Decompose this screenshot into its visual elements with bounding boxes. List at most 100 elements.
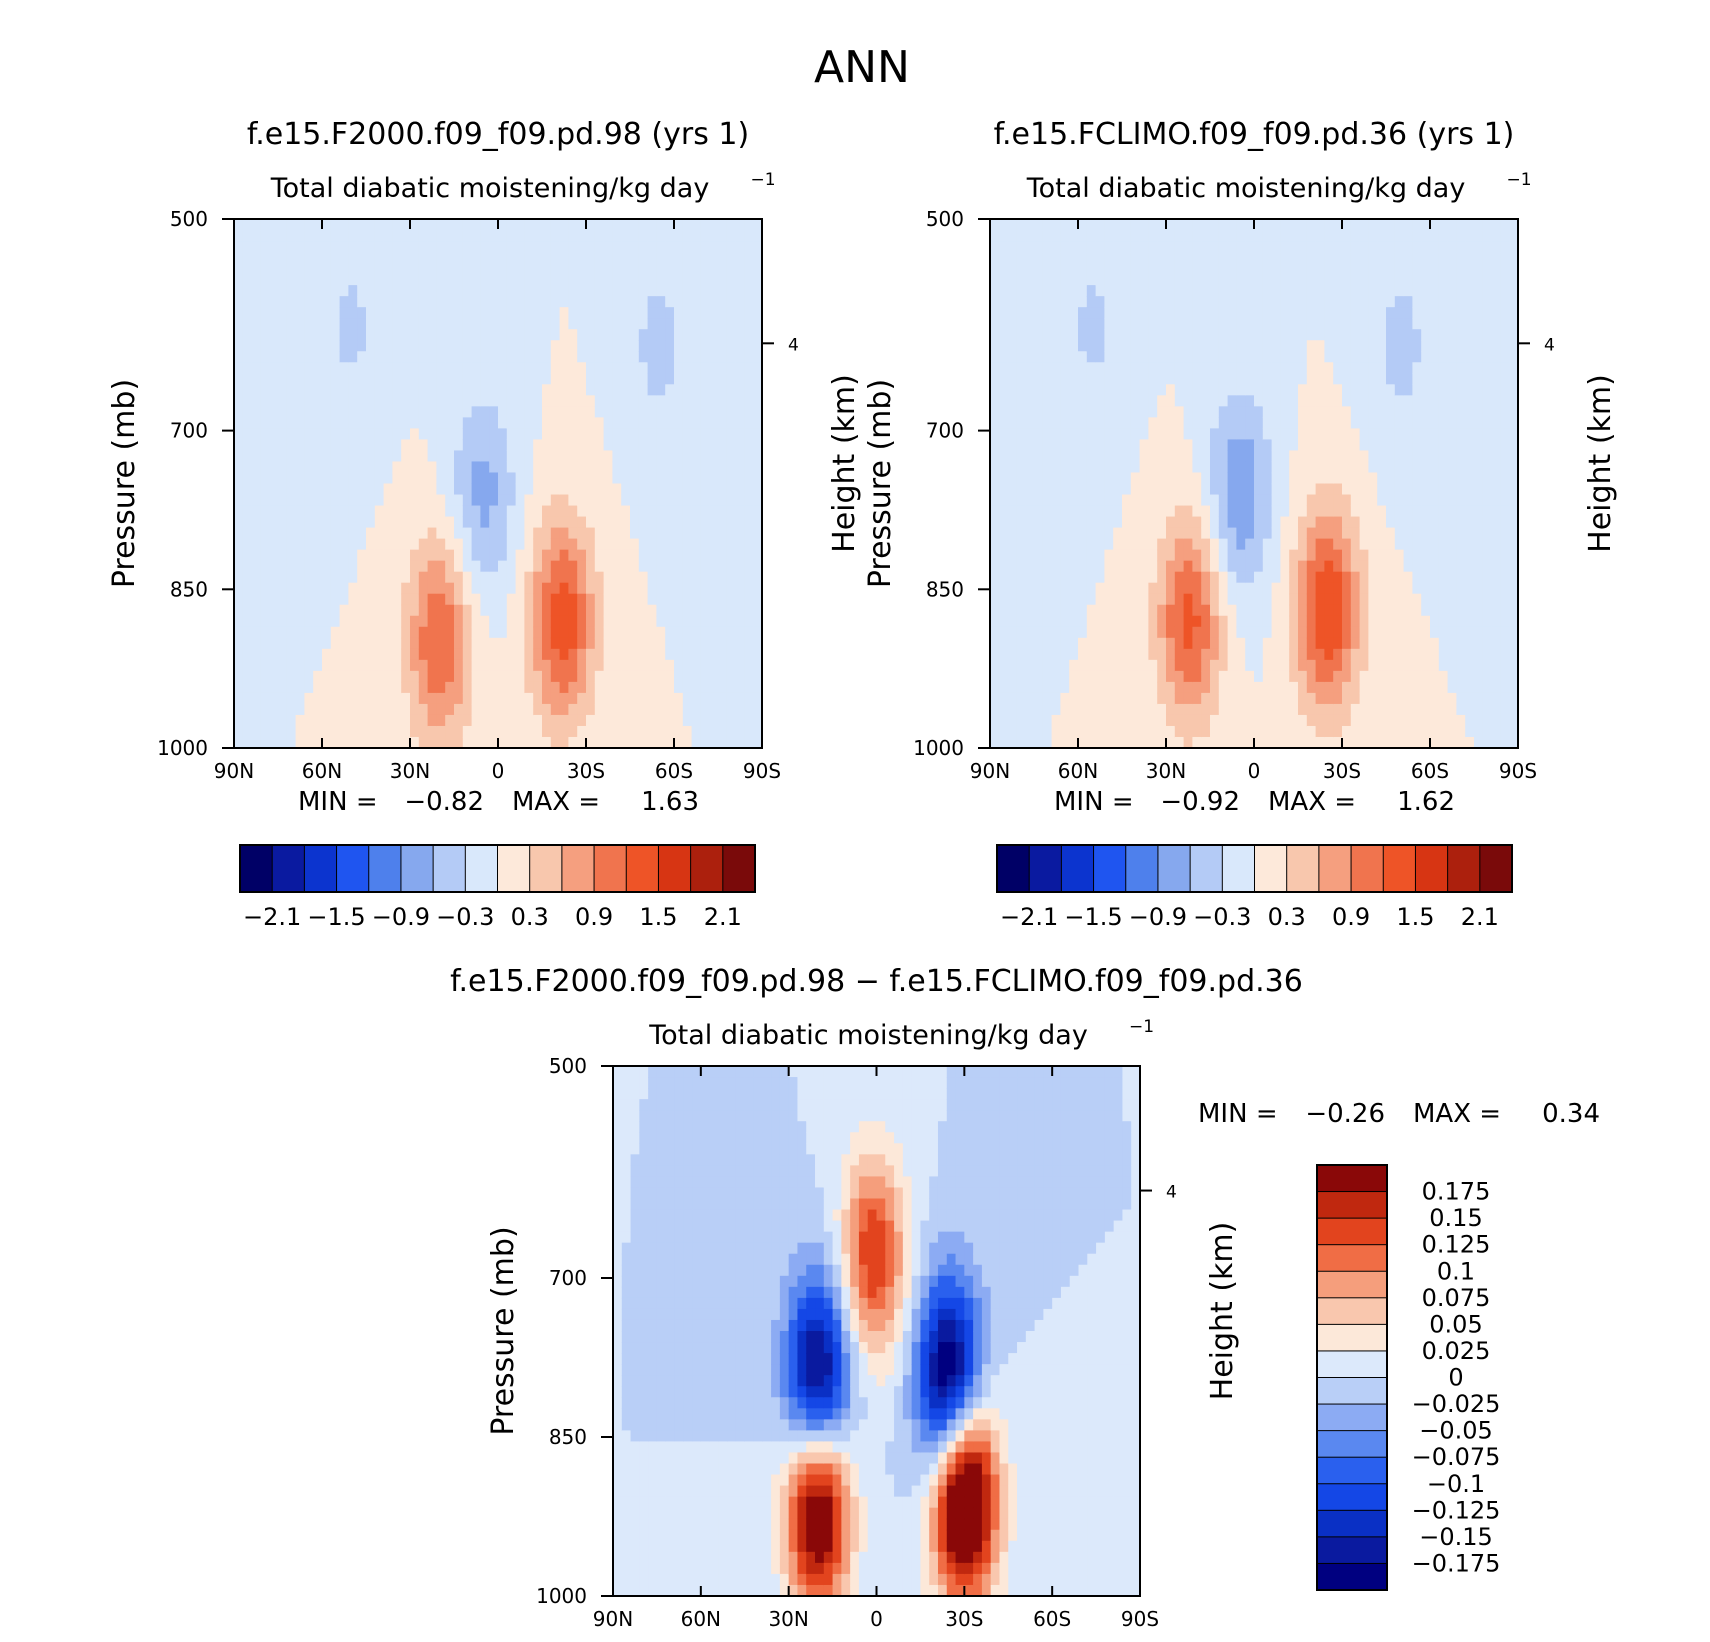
field-cell <box>1218 659 1229 672</box>
field-cell <box>638 637 649 650</box>
field-cell <box>568 670 578 683</box>
field-cell <box>242 692 253 705</box>
field-cell <box>1324 439 1334 452</box>
field-cell <box>462 318 473 330</box>
field-cell <box>1060 461 1070 474</box>
field-cell <box>753 527 763 540</box>
field-cell <box>515 329 525 341</box>
field-cell <box>1157 703 1167 716</box>
field-cell <box>638 395 649 407</box>
field-cell <box>392 703 402 716</box>
field-cell <box>427 505 437 518</box>
field-cell <box>1007 725 1017 738</box>
field-cell <box>682 340 693 352</box>
field-cell <box>542 538 552 551</box>
field-cell <box>1051 219 1061 231</box>
field-cell <box>330 318 341 330</box>
field-cell <box>647 516 657 529</box>
field-cell <box>726 527 737 540</box>
field-cell <box>744 681 754 694</box>
field-cell <box>718 593 728 606</box>
field-cell <box>1227 692 1237 705</box>
field-cell <box>515 472 525 485</box>
field-cell <box>1166 648 1176 661</box>
field-cell <box>1201 439 1211 452</box>
field-cell <box>1174 252 1185 264</box>
field-cell <box>410 329 420 341</box>
field-cell <box>665 395 675 407</box>
field-cell <box>1078 637 1088 650</box>
field-cell <box>1113 340 1123 352</box>
field-cell <box>471 296 481 308</box>
field-cell <box>691 252 701 264</box>
field-cell <box>709 538 719 551</box>
field-cell <box>1122 494 1132 507</box>
field-cell <box>269 560 279 573</box>
field-cell <box>1113 329 1123 341</box>
field-cell <box>401 362 411 374</box>
field-cell <box>1174 362 1185 374</box>
field-cell <box>1183 351 1193 363</box>
field-cell <box>1342 714 1352 727</box>
field-cell <box>1342 494 1352 507</box>
field-cell <box>480 648 490 661</box>
field-cell <box>286 736 297 749</box>
field-cell <box>533 659 543 672</box>
field-cell <box>682 230 693 242</box>
field-cell <box>1324 417 1334 429</box>
field-cell <box>418 527 429 540</box>
field-cell <box>506 505 517 518</box>
field-cell <box>278 285 288 297</box>
field-cell <box>1016 571 1026 584</box>
field-cell <box>1183 593 1193 606</box>
field-cell <box>1069 560 1079 573</box>
field-cell <box>1122 604 1132 617</box>
field-cell <box>1262 681 1273 694</box>
field-cell <box>515 505 525 518</box>
field-cell <box>234 604 244 617</box>
field-cell <box>1254 582 1264 595</box>
field-cell <box>242 406 253 418</box>
field-cell <box>1104 648 1114 661</box>
field-cell <box>612 329 622 341</box>
field-cell <box>295 549 305 562</box>
field-cell <box>1315 516 1325 529</box>
field-cell <box>1130 681 1141 694</box>
field-cell <box>718 406 728 418</box>
field-cell <box>366 373 376 385</box>
field-cell <box>1306 417 1317 429</box>
field-cell <box>339 362 349 374</box>
field-cell <box>242 318 253 330</box>
field-cell <box>603 505 613 518</box>
field-cell <box>348 593 358 606</box>
field-cell <box>304 714 314 727</box>
field-cell <box>357 527 367 540</box>
field-cell <box>1306 219 1317 231</box>
field-cell <box>533 318 543 330</box>
field-cell <box>550 527 561 540</box>
field-cell <box>1034 725 1044 738</box>
field-cell <box>242 703 253 716</box>
field-cell <box>313 395 323 407</box>
field-cell <box>656 252 666 264</box>
field-cell <box>1007 395 1017 407</box>
field-cell <box>1183 274 1193 286</box>
field-cell <box>1104 659 1114 672</box>
field-cell <box>234 516 244 529</box>
field-cell <box>1130 736 1141 749</box>
field-cell <box>656 450 666 463</box>
field-cell <box>682 505 693 518</box>
field-cell <box>515 252 525 264</box>
field-cell <box>998 230 1009 242</box>
field-cell <box>295 571 305 584</box>
field-cell <box>1350 703 1361 716</box>
field-cell <box>498 274 508 286</box>
field-cell <box>1174 582 1185 595</box>
field-cell <box>251 560 261 573</box>
field-cell <box>1192 450 1202 463</box>
field-cell <box>1342 307 1352 319</box>
field-cell <box>357 395 367 407</box>
field-cell <box>1315 505 1325 518</box>
field-cell <box>515 582 525 595</box>
field-cell <box>462 604 473 617</box>
